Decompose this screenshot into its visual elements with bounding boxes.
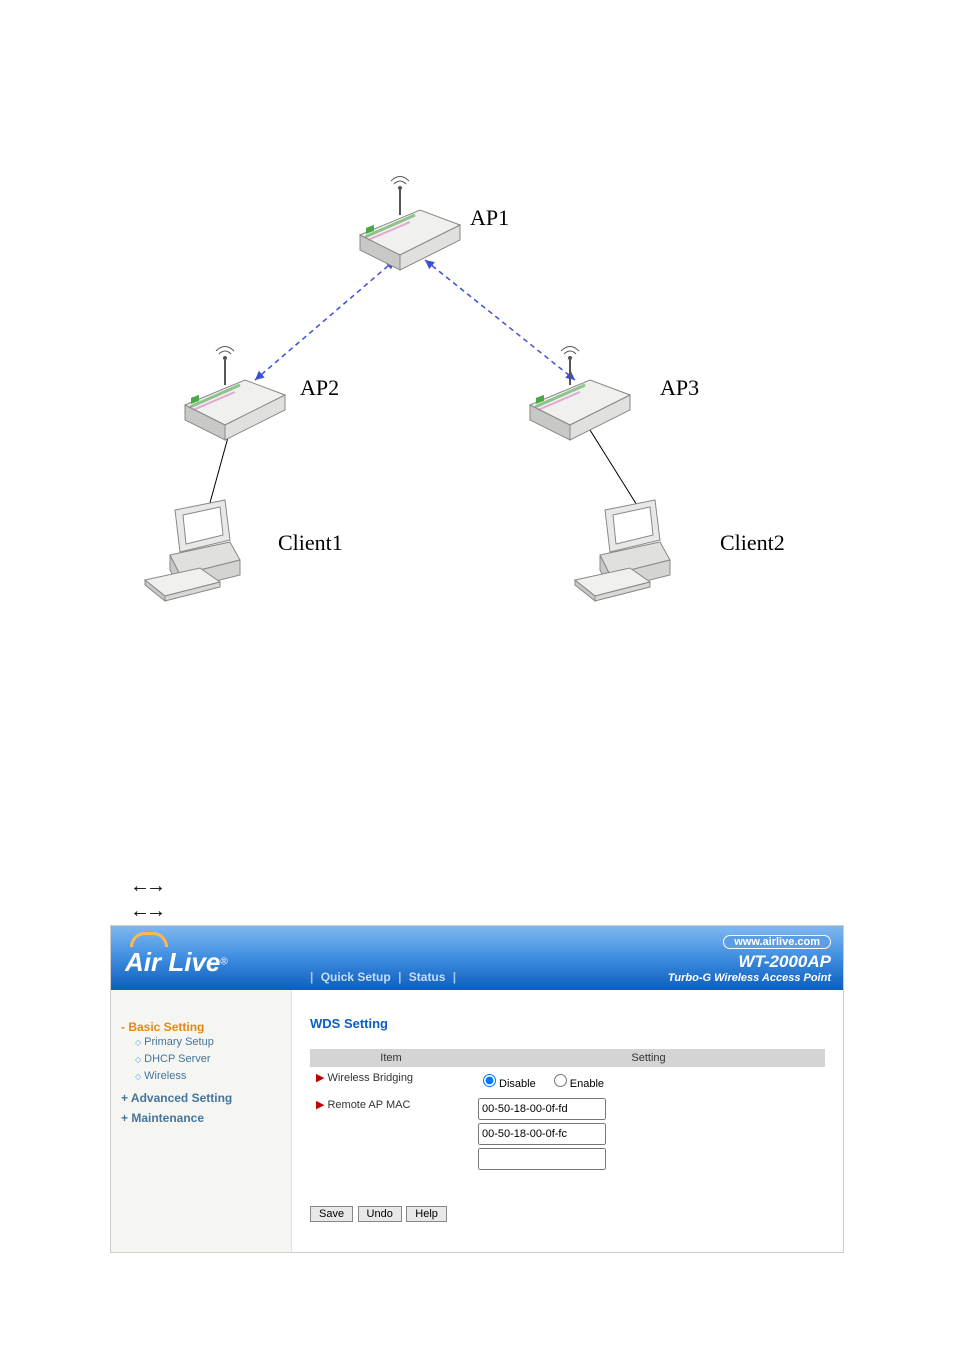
undo-button[interactable]: Undo xyxy=(358,1206,402,1222)
nav-status[interactable]: Status xyxy=(409,970,446,984)
link-ap1-ap2 xyxy=(255,260,395,380)
nav-quick-setup[interactable]: Quick Setup xyxy=(321,970,391,984)
radio-enable-label: Enable xyxy=(570,1078,604,1090)
link-ap3-client2 xyxy=(590,430,640,510)
sidebar-advanced-setting[interactable]: + Advanced Setting xyxy=(121,1091,281,1105)
help-button[interactable]: Help xyxy=(406,1206,447,1222)
row-wireless-bridging: Wireless Bridging xyxy=(327,1072,413,1084)
main-panel: WDS Setting Item Setting ▶Wireless Bridg… xyxy=(292,990,843,1252)
airlive-logo: Air Live® xyxy=(125,932,228,978)
url-pill: www.airlive.com xyxy=(723,935,831,949)
link-ap1-ap3 xyxy=(425,260,575,380)
mac-input-1[interactable] xyxy=(478,1098,606,1120)
sidebar: - Basic Setting Primary Setup DHCP Serve… xyxy=(111,990,292,1252)
th-item: Item xyxy=(310,1049,472,1067)
mac-input-2[interactable] xyxy=(478,1123,606,1145)
sidebar-item-primary-setup[interactable]: Primary Setup xyxy=(135,1034,281,1051)
radio-disable[interactable] xyxy=(483,1074,496,1087)
ap2-label: AP2 xyxy=(300,375,339,400)
radio-enable[interactable] xyxy=(554,1074,567,1087)
sidebar-item-wireless[interactable]: Wireless xyxy=(135,1068,281,1085)
router-admin-ui: Air Live® | Quick Setup | Status | www.a… xyxy=(110,925,844,1253)
client2-label: Client2 xyxy=(720,530,785,555)
row-remote-ap-mac: Remote AP MAC xyxy=(327,1099,410,1111)
save-button[interactable]: Save xyxy=(310,1206,353,1222)
arrow-line-1: ←→ xyxy=(130,875,842,898)
sidebar-basic-setting[interactable]: - Basic Setting xyxy=(121,1020,281,1034)
ap3-device xyxy=(530,347,630,441)
ap3-label: AP3 xyxy=(660,375,699,400)
link-ap2-client1 xyxy=(208,430,230,510)
th-setting: Setting xyxy=(472,1049,825,1067)
panel-title: WDS Setting xyxy=(310,1016,825,1031)
client2-device xyxy=(575,500,670,601)
settings-table: Item Setting ▶Wireless Bridging Disable … xyxy=(310,1049,825,1174)
sidebar-item-dhcp-server[interactable]: DHCP Server xyxy=(135,1051,281,1068)
ap1-device xyxy=(360,177,460,271)
ui-header: Air Live® | Quick Setup | Status | www.a… xyxy=(111,926,843,990)
ap2-device xyxy=(185,347,285,441)
ap1-label: AP1 xyxy=(470,205,509,230)
arrow-line-2: ←→ xyxy=(130,900,842,923)
sidebar-maintenance[interactable]: + Maintenance xyxy=(121,1111,281,1125)
client1-device xyxy=(145,500,240,601)
client1-label: Client1 xyxy=(278,530,343,555)
top-nav: | Quick Setup | Status | xyxy=(306,970,460,984)
mac-input-3[interactable] xyxy=(478,1148,606,1170)
model-subtitle: Turbo-G Wireless Access Point xyxy=(668,972,831,984)
model-name: WT-2000AP xyxy=(668,952,831,972)
radio-disable-label: Disable xyxy=(499,1078,536,1090)
network-diagram: AP1 AP2 AP3 Client1 Client2 xyxy=(0,120,954,720)
